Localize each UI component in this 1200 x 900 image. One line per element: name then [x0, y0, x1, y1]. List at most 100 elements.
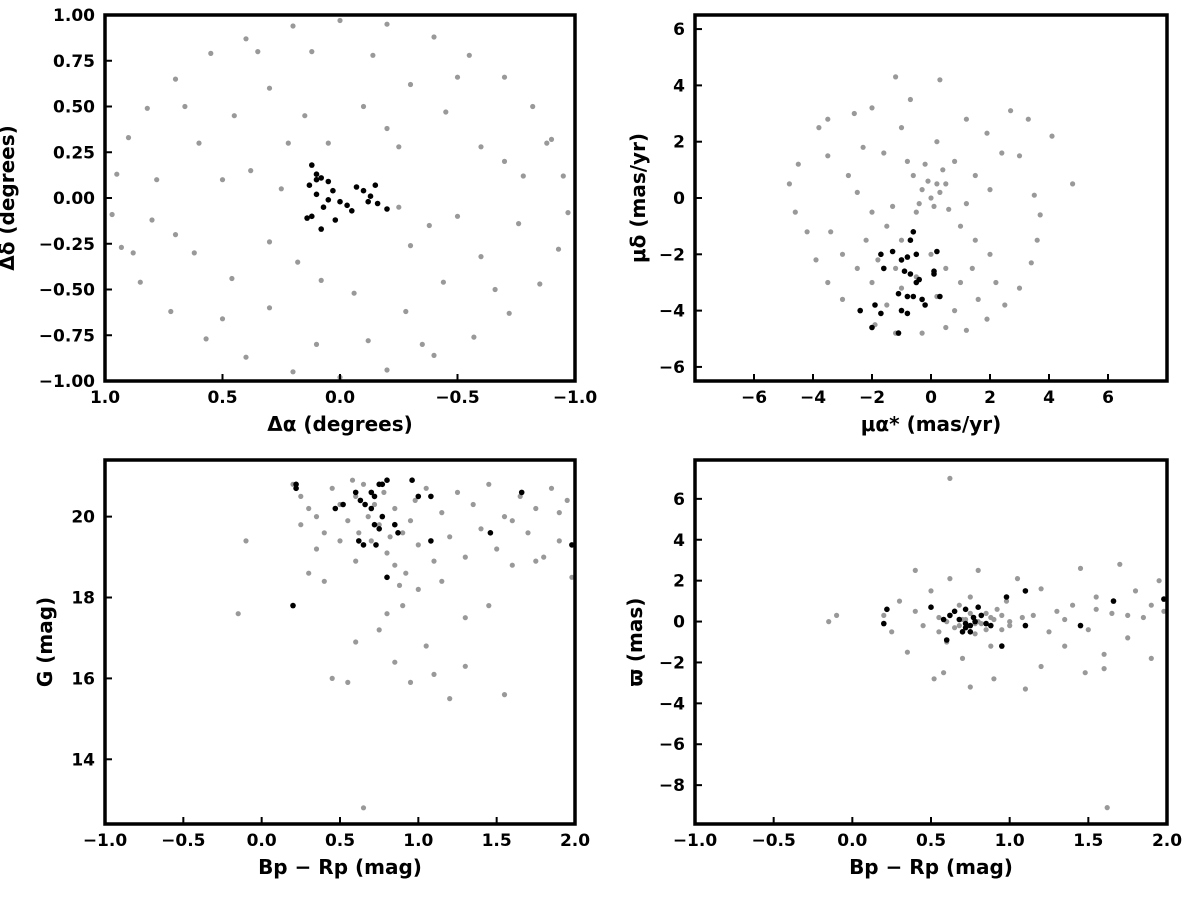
data-point — [828, 229, 834, 235]
series-members — [881, 588, 1167, 649]
y-tick-label: −0.75 — [39, 326, 95, 346]
data-point — [149, 217, 155, 223]
data-point — [951, 608, 958, 615]
y-tick-label: 4 — [673, 76, 685, 96]
data-point — [243, 36, 249, 42]
data-point — [478, 526, 484, 532]
x-tick-label: −0.5 — [435, 388, 479, 408]
data-point — [946, 206, 952, 212]
data-point — [934, 139, 940, 145]
y-tick-label: 16 — [71, 669, 95, 689]
data-point — [878, 310, 884, 317]
data-point — [290, 602, 296, 609]
data-point — [304, 215, 310, 221]
data-point — [957, 279, 964, 286]
data-point — [548, 485, 555, 491]
data-point — [987, 187, 993, 193]
data-point — [360, 805, 367, 811]
y-tick-label: −6 — [659, 358, 685, 378]
data-point — [988, 614, 994, 621]
data-point — [290, 23, 296, 29]
data-point — [403, 570, 409, 576]
data-point — [1037, 212, 1043, 218]
x-tick-label: 1.5 — [482, 831, 512, 851]
data-point — [243, 538, 249, 544]
data-point — [825, 116, 831, 122]
data-point — [910, 172, 916, 179]
data-point — [904, 158, 911, 164]
data-point — [962, 606, 969, 613]
data-point — [243, 354, 249, 360]
data-point — [916, 201, 922, 207]
data-point — [337, 17, 343, 24]
data-point — [895, 330, 902, 336]
data-point — [454, 74, 461, 80]
data-point — [881, 620, 887, 627]
data-point — [904, 649, 911, 655]
x-tick-label: −2 — [859, 388, 885, 408]
data-point — [431, 34, 437, 40]
data-point — [509, 562, 515, 568]
data-point — [428, 493, 434, 500]
data-point — [306, 570, 312, 576]
data-point — [290, 369, 296, 375]
data-point — [125, 135, 132, 141]
x-tick-label: −6 — [741, 388, 767, 408]
data-point — [881, 265, 887, 272]
data-point — [967, 610, 973, 617]
data-point — [219, 177, 226, 183]
data-point — [321, 530, 327, 536]
data-point — [365, 198, 372, 205]
data-point — [910, 229, 917, 235]
y-tick-label: 14 — [71, 750, 95, 770]
data-point — [1022, 686, 1028, 692]
data-point — [353, 639, 359, 645]
data-point — [1070, 181, 1076, 187]
data-point — [952, 158, 958, 164]
data-point — [376, 526, 383, 532]
data-point — [854, 189, 860, 195]
y-tick-label: 1.00 — [53, 6, 95, 26]
x-tick-label: 0.0 — [837, 831, 867, 851]
data-point — [983, 627, 989, 633]
data-point — [975, 296, 981, 302]
data-point — [869, 105, 875, 111]
data-point — [999, 627, 1005, 633]
data-point — [875, 257, 881, 263]
data-point — [937, 189, 943, 195]
data-point — [384, 206, 390, 212]
data-point — [325, 178, 332, 185]
data-point — [1093, 606, 1099, 612]
data-point — [309, 213, 315, 220]
x-tick-label: 0.5 — [207, 388, 237, 408]
data-point — [952, 308, 958, 314]
x-tick-label: −1.0 — [553, 388, 598, 408]
data-point — [266, 85, 273, 91]
data-point — [860, 144, 866, 150]
data-point — [947, 475, 953, 481]
data-point — [560, 173, 566, 179]
data-point — [813, 257, 819, 263]
data-point — [565, 210, 571, 216]
data-point — [318, 277, 324, 283]
data-point — [466, 52, 472, 58]
data-point — [931, 676, 937, 682]
data-point — [295, 259, 301, 265]
data-point — [940, 616, 947, 623]
data-point — [454, 213, 461, 219]
data-point — [426, 222, 432, 229]
y-tick-label: 0.50 — [53, 98, 95, 118]
scatter-panel-1: 1.0 0.5 0.0 −0.5 −1.0 1.00 0.75 0.50 0.25 0.00 −0.… — [0, 6, 597, 436]
data-point — [384, 550, 390, 556]
data-point — [555, 246, 562, 252]
data-point — [518, 489, 525, 496]
data-point — [407, 81, 414, 88]
data-point — [878, 251, 884, 258]
data-point — [928, 604, 934, 610]
data-point — [1077, 565, 1084, 572]
data-point — [786, 181, 793, 187]
data-point — [943, 181, 949, 187]
y-axis-label: ϖ (mas) — [623, 598, 647, 687]
data-point — [360, 187, 367, 194]
x-tick-label: 2.0 — [1152, 831, 1182, 851]
